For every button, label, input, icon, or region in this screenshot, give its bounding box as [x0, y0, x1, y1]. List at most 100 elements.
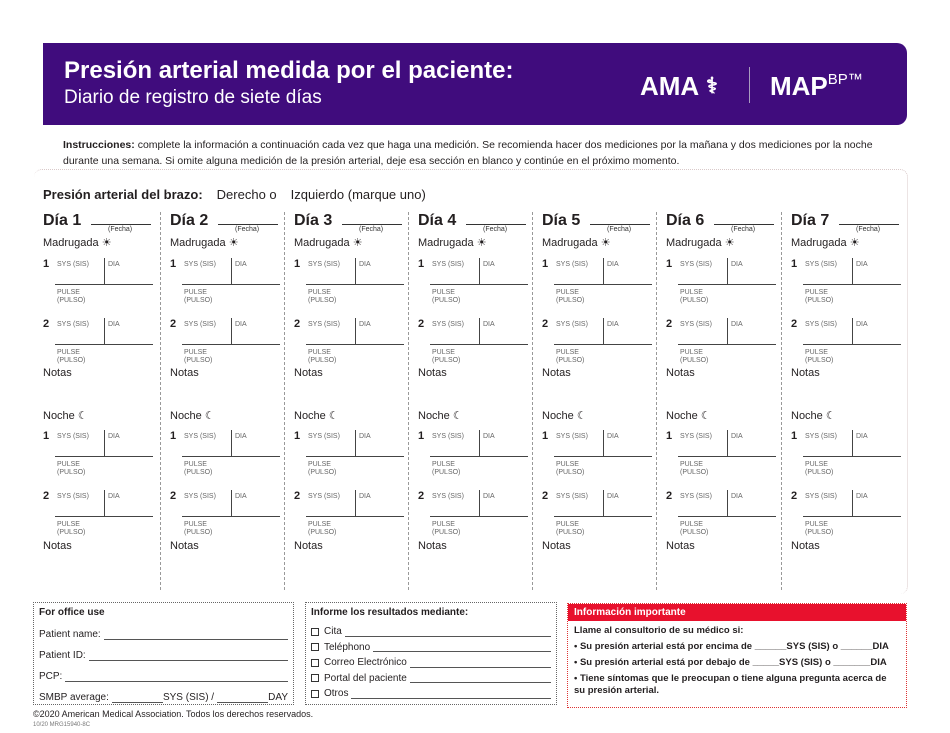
reading-line[interactable] — [182, 516, 280, 517]
field-line[interactable] — [65, 672, 288, 682]
report-option[interactable]: Otros — [311, 686, 551, 702]
arm-right-option[interactable]: Derecho o — [216, 187, 277, 202]
reading-line[interactable] — [803, 284, 901, 285]
day-title: Día 3 — [294, 212, 333, 229]
option-line[interactable] — [409, 673, 551, 684]
instructions-label: Instrucciones: — [63, 139, 135, 151]
reading-line[interactable] — [182, 284, 280, 285]
checkbox[interactable] — [311, 643, 319, 652]
sys-label: SYS (SIS) — [805, 321, 837, 328]
reading-line[interactable] — [55, 516, 153, 517]
reading-line[interactable] — [803, 456, 901, 457]
day-title: Día 4 — [418, 212, 457, 229]
log-frame — [34, 169, 908, 594]
reading-line[interactable] — [430, 284, 528, 285]
mapbp-logo: MAPBP™ — [770, 71, 863, 102]
reading-line[interactable] — [182, 344, 280, 345]
field-label: PCP: — [39, 671, 63, 682]
date-label: (Fecha) — [359, 226, 384, 233]
field-line[interactable] — [88, 651, 288, 661]
checkbox[interactable] — [311, 674, 319, 683]
date-line[interactable] — [839, 224, 899, 225]
option-line[interactable] — [409, 658, 551, 668]
sys-label: SYS (SIS) — [556, 321, 588, 328]
column-divider — [656, 212, 657, 590]
pulse-es: (PULSO) — [184, 529, 213, 536]
option-line[interactable] — [373, 642, 551, 653]
checkbox[interactable] — [311, 627, 319, 636]
reading-line[interactable] — [430, 456, 528, 457]
sys-dia-divider — [852, 258, 853, 284]
sys-dia-divider — [479, 318, 480, 344]
sys-dia-divider — [355, 318, 356, 344]
pulse-label: PULSE (PULSO) — [308, 521, 336, 537]
page-subtitle: Diario de registro de siete días — [64, 87, 322, 108]
report-option[interactable]: Cita — [311, 624, 551, 640]
reading-line[interactable] — [306, 456, 404, 457]
sys-dia-divider — [479, 430, 480, 456]
reading-line[interactable] — [182, 456, 280, 457]
morning-label: Madrugada ☀ — [43, 236, 112, 249]
reading-line[interactable] — [678, 344, 776, 345]
reading-line[interactable] — [554, 516, 652, 517]
reading-line[interactable] — [554, 344, 652, 345]
reading-line[interactable] — [803, 516, 901, 517]
morning-label: Madrugada ☀ — [294, 236, 363, 249]
report-option[interactable]: Portal del paciente — [311, 671, 551, 687]
patient-name-field[interactable]: Patient name: — [39, 624, 288, 645]
pulse-es: (PULSO) — [680, 529, 709, 536]
morning-text: Madrugada — [418, 237, 474, 249]
field-line[interactable] — [111, 693, 163, 703]
reading-line[interactable] — [55, 456, 153, 457]
report-option[interactable]: Correo Electrónico — [311, 655, 551, 671]
reading-line[interactable] — [803, 344, 901, 345]
option-label: Otros — [324, 688, 349, 700]
reading-line[interactable] — [678, 284, 776, 285]
checkbox[interactable] — [311, 689, 319, 698]
pulse-es: (PULSO) — [308, 297, 337, 304]
reading-line[interactable] — [430, 516, 528, 517]
arm-left-option[interactable]: Izquierdo (marque uno) — [290, 187, 426, 202]
date-line[interactable] — [342, 224, 402, 225]
reading-line[interactable] — [306, 344, 404, 345]
patient-id-field[interactable]: Patient ID: — [39, 645, 288, 666]
column-divider — [532, 212, 533, 590]
date-line[interactable] — [91, 224, 151, 225]
reading-line[interactable] — [306, 284, 404, 285]
dia-label: DIA — [607, 261, 619, 268]
reading-line[interactable] — [306, 516, 404, 517]
reading-line[interactable] — [554, 284, 652, 285]
checkbox[interactable] — [311, 658, 319, 667]
reading-line[interactable] — [55, 284, 153, 285]
report-title: Informe los resultados mediante: — [311, 607, 469, 618]
arm-label: Presión arterial del brazo: — [43, 187, 203, 202]
option-line[interactable] — [351, 689, 551, 699]
pulse-es: (PULSO) — [57, 469, 86, 476]
night-label: Noche ☾ — [542, 409, 587, 422]
date-line[interactable] — [218, 224, 278, 225]
date-line[interactable] — [590, 224, 650, 225]
reading-number: 2 — [294, 490, 301, 502]
option-line[interactable] — [344, 627, 551, 637]
reading-number: 1 — [170, 258, 177, 270]
smbp-average-field[interactable]: SMBP average: SYS (SIS) / DAY — [39, 687, 288, 708]
date-line[interactable] — [714, 224, 774, 225]
pcp-field[interactable]: PCP: — [39, 666, 288, 687]
pulse-es: (PULSO) — [432, 529, 461, 536]
reading-line[interactable] — [678, 516, 776, 517]
field-line[interactable] — [103, 630, 288, 640]
reading-number: 2 — [294, 318, 301, 330]
reading-line[interactable] — [55, 344, 153, 345]
sys-label: SYS (SIS) — [308, 433, 340, 440]
date-line[interactable] — [466, 224, 526, 225]
dia-label: DIA — [359, 493, 371, 500]
pulse-es: (PULSO) — [184, 297, 213, 304]
reading-line[interactable] — [554, 456, 652, 457]
field-line[interactable] — [217, 693, 269, 703]
reading-line[interactable] — [430, 344, 528, 345]
pulse-en: PULSE — [432, 289, 455, 296]
reading-line[interactable] — [678, 456, 776, 457]
report-option[interactable]: Teléphono — [311, 640, 551, 656]
day-title: Día 7 — [791, 212, 830, 229]
sys-dia-divider — [104, 430, 105, 456]
